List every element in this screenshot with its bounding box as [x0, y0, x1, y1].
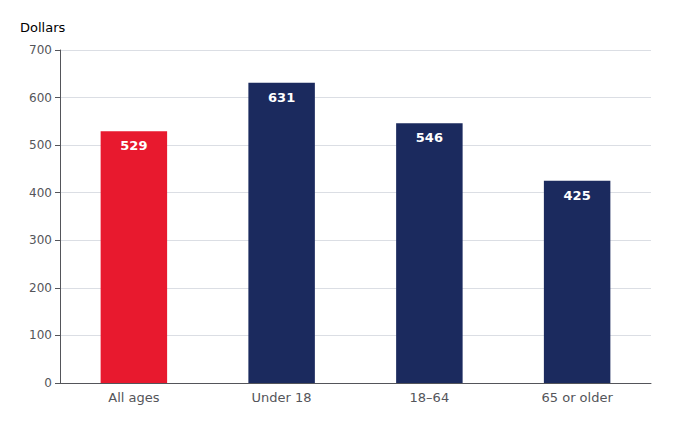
svg-text:0: 0: [44, 376, 52, 390]
svg-text:400: 400: [29, 186, 52, 200]
svg-text:546: 546: [416, 130, 443, 145]
svg-text:300: 300: [29, 233, 52, 247]
svg-text:18–64: 18–64: [410, 390, 450, 405]
svg-text:All ages: All ages: [108, 390, 159, 405]
svg-text:Under 18: Under 18: [252, 390, 312, 405]
svg-text:600: 600: [29, 91, 52, 105]
svg-text:700: 700: [29, 43, 52, 57]
svg-text:Dollars: Dollars: [20, 20, 65, 35]
svg-text:425: 425: [564, 188, 591, 203]
svg-text:65 or older: 65 or older: [541, 390, 613, 405]
svg-text:529: 529: [120, 138, 147, 153]
svg-text:631: 631: [268, 90, 295, 105]
svg-text:200: 200: [29, 281, 52, 295]
svg-text:100: 100: [29, 328, 52, 342]
svg-text:500: 500: [29, 138, 52, 152]
